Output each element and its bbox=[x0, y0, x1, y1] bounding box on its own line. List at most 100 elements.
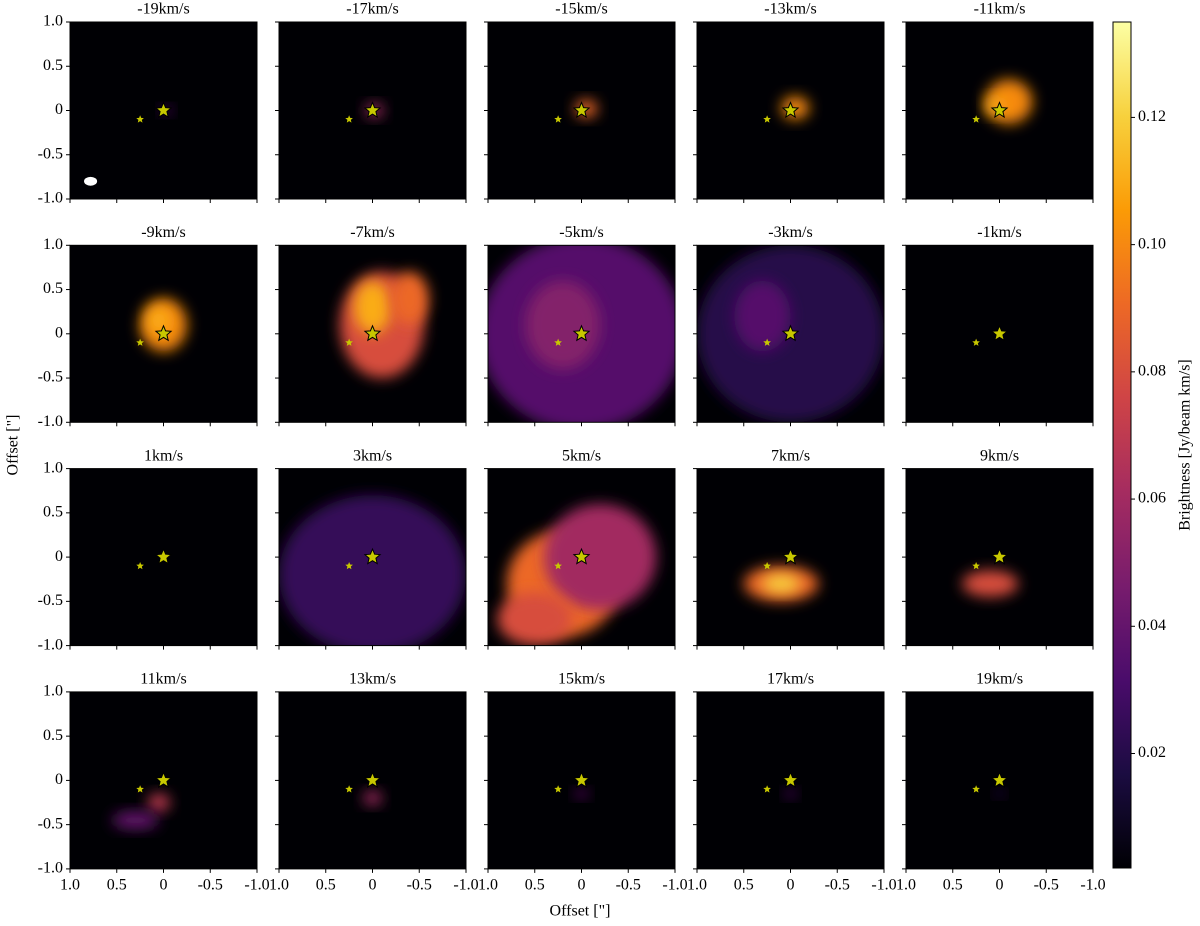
panel: 3km/s bbox=[275, 447, 467, 650]
emission bbox=[544, 503, 657, 611]
x-tick-label: -1.0 bbox=[871, 877, 896, 894]
star-marker bbox=[763, 115, 771, 123]
x-tick-label: -0.5 bbox=[198, 877, 223, 894]
x-tick-label: -1.0 bbox=[244, 877, 269, 894]
x-tick-label: 0.5 bbox=[525, 877, 545, 894]
star-marker bbox=[763, 785, 771, 793]
x-axis-label: Offset ["] bbox=[550, 903, 611, 920]
y-axis-label: Offset ["] bbox=[5, 415, 22, 476]
x-tick-label: 0.5 bbox=[316, 877, 336, 894]
y-tick-label: -0.5 bbox=[38, 592, 63, 609]
star-marker bbox=[972, 115, 980, 123]
x-tick-label: 0.5 bbox=[734, 877, 754, 894]
x-tick-label: -0.5 bbox=[616, 877, 641, 894]
y-tick-label: 0 bbox=[55, 324, 63, 341]
emission-layer bbox=[574, 789, 589, 799]
x-tick-label: -1.0 bbox=[1080, 877, 1105, 894]
colorbar-tick-label: 0.10 bbox=[1138, 235, 1166, 252]
panel: 7km/s bbox=[693, 447, 885, 650]
y-tick-label: 0 bbox=[55, 548, 63, 565]
x-tick-label: 0.5 bbox=[943, 877, 963, 894]
star-marker bbox=[572, 101, 591, 119]
star-marker bbox=[972, 338, 980, 346]
x-tick-label: -0.5 bbox=[1034, 877, 1059, 894]
star-marker bbox=[990, 324, 1009, 342]
star-marker bbox=[136, 562, 144, 570]
star-marker bbox=[363, 547, 382, 565]
colorbar-tick-label: 0.12 bbox=[1138, 108, 1166, 125]
x-tick-label: 1.0 bbox=[478, 877, 498, 894]
panel: -5km/s bbox=[484, 224, 676, 427]
panel-title: 13km/s bbox=[349, 671, 396, 688]
panel: 1.0 0.5 0 -0.5 -1.0 13km/s bbox=[269, 671, 479, 894]
emission bbox=[112, 811, 159, 830]
panel-title: 5km/s bbox=[562, 447, 601, 464]
panel-title: 11km/s bbox=[140, 671, 187, 688]
panel: 5km/s bbox=[484, 447, 676, 650]
emission-layer bbox=[363, 791, 382, 806]
panel-title: 17km/s bbox=[767, 671, 814, 688]
panel-title: -17km/s bbox=[346, 1, 398, 18]
x-tick-label: 1.0 bbox=[687, 877, 707, 894]
y-tick-label: -1.0 bbox=[38, 860, 63, 877]
star-marker bbox=[763, 562, 771, 570]
star-marker bbox=[972, 785, 980, 793]
emission-layer bbox=[339, 271, 429, 379]
star-marker bbox=[154, 101, 173, 119]
y-tick-label: 0.5 bbox=[43, 57, 63, 74]
emission bbox=[279, 495, 466, 646]
x-tick-label: 0 bbox=[160, 877, 168, 894]
star-marker bbox=[781, 771, 800, 788]
y-tick-label: -0.5 bbox=[38, 145, 63, 162]
x-tick-label: -0.5 bbox=[825, 877, 850, 894]
star-marker bbox=[554, 785, 562, 793]
star-marker bbox=[154, 324, 173, 342]
star-marker bbox=[345, 562, 353, 570]
emission-layer bbox=[962, 570, 1019, 597]
y-tick-label: 1.0 bbox=[43, 13, 63, 30]
colorbar-label: Brightness [Jy/beam km/s] bbox=[1177, 359, 1194, 531]
panel-title: -9km/s bbox=[141, 224, 185, 241]
panel-title: -7km/s bbox=[350, 224, 394, 241]
x-tick-label: 0.5 bbox=[107, 877, 127, 894]
y-tick-label: -1.0 bbox=[38, 413, 63, 430]
panel-title: -15km/s bbox=[555, 1, 607, 18]
emission-layer bbox=[497, 503, 657, 646]
panel: -15km/s bbox=[484, 1, 676, 203]
star-marker bbox=[972, 562, 980, 570]
panel-title: 7km/s bbox=[771, 447, 810, 464]
star-marker bbox=[763, 338, 771, 346]
x-tick-label: -0.5 bbox=[407, 877, 432, 894]
panel: 1.0 0.5 0 -0.5 -1.0 19km/s bbox=[896, 671, 1106, 894]
y-tick-label: -1.0 bbox=[38, 190, 63, 207]
y-tick-label: -1.0 bbox=[38, 636, 63, 653]
star-marker bbox=[572, 771, 591, 788]
x-tick-label: 0 bbox=[369, 877, 377, 894]
x-tick-label: 0 bbox=[996, 877, 1004, 894]
emission-layer bbox=[784, 789, 797, 799]
star-marker bbox=[990, 547, 1009, 565]
colorbar-tick-label: 0.04 bbox=[1138, 617, 1166, 634]
y-tick-label: 1.0 bbox=[43, 236, 63, 253]
emission bbox=[147, 307, 171, 334]
panel-title: -13km/s bbox=[764, 1, 816, 18]
emission bbox=[353, 280, 392, 334]
panel: -3km/s bbox=[693, 224, 885, 427]
y-tick-label: 1.0 bbox=[43, 459, 63, 476]
panel: -13km/s bbox=[693, 1, 885, 203]
star-marker bbox=[345, 115, 353, 123]
panel-title: 3km/s bbox=[353, 447, 392, 464]
x-tick-label: 1.0 bbox=[60, 877, 80, 894]
emission-layer bbox=[112, 793, 171, 830]
star-marker bbox=[345, 338, 353, 346]
star-marker bbox=[345, 785, 353, 793]
panel: 9km/s bbox=[902, 447, 1094, 650]
x-tick-label: 0 bbox=[578, 877, 586, 894]
y-tick-label: 0.5 bbox=[43, 280, 63, 297]
panel: 1.0 0.5 0 -0.5 -1.0 -19km/s bbox=[38, 1, 258, 207]
star-marker bbox=[572, 547, 591, 565]
panel-title: 9km/s bbox=[980, 447, 1019, 464]
x-tick-label: -1.0 bbox=[662, 877, 687, 894]
